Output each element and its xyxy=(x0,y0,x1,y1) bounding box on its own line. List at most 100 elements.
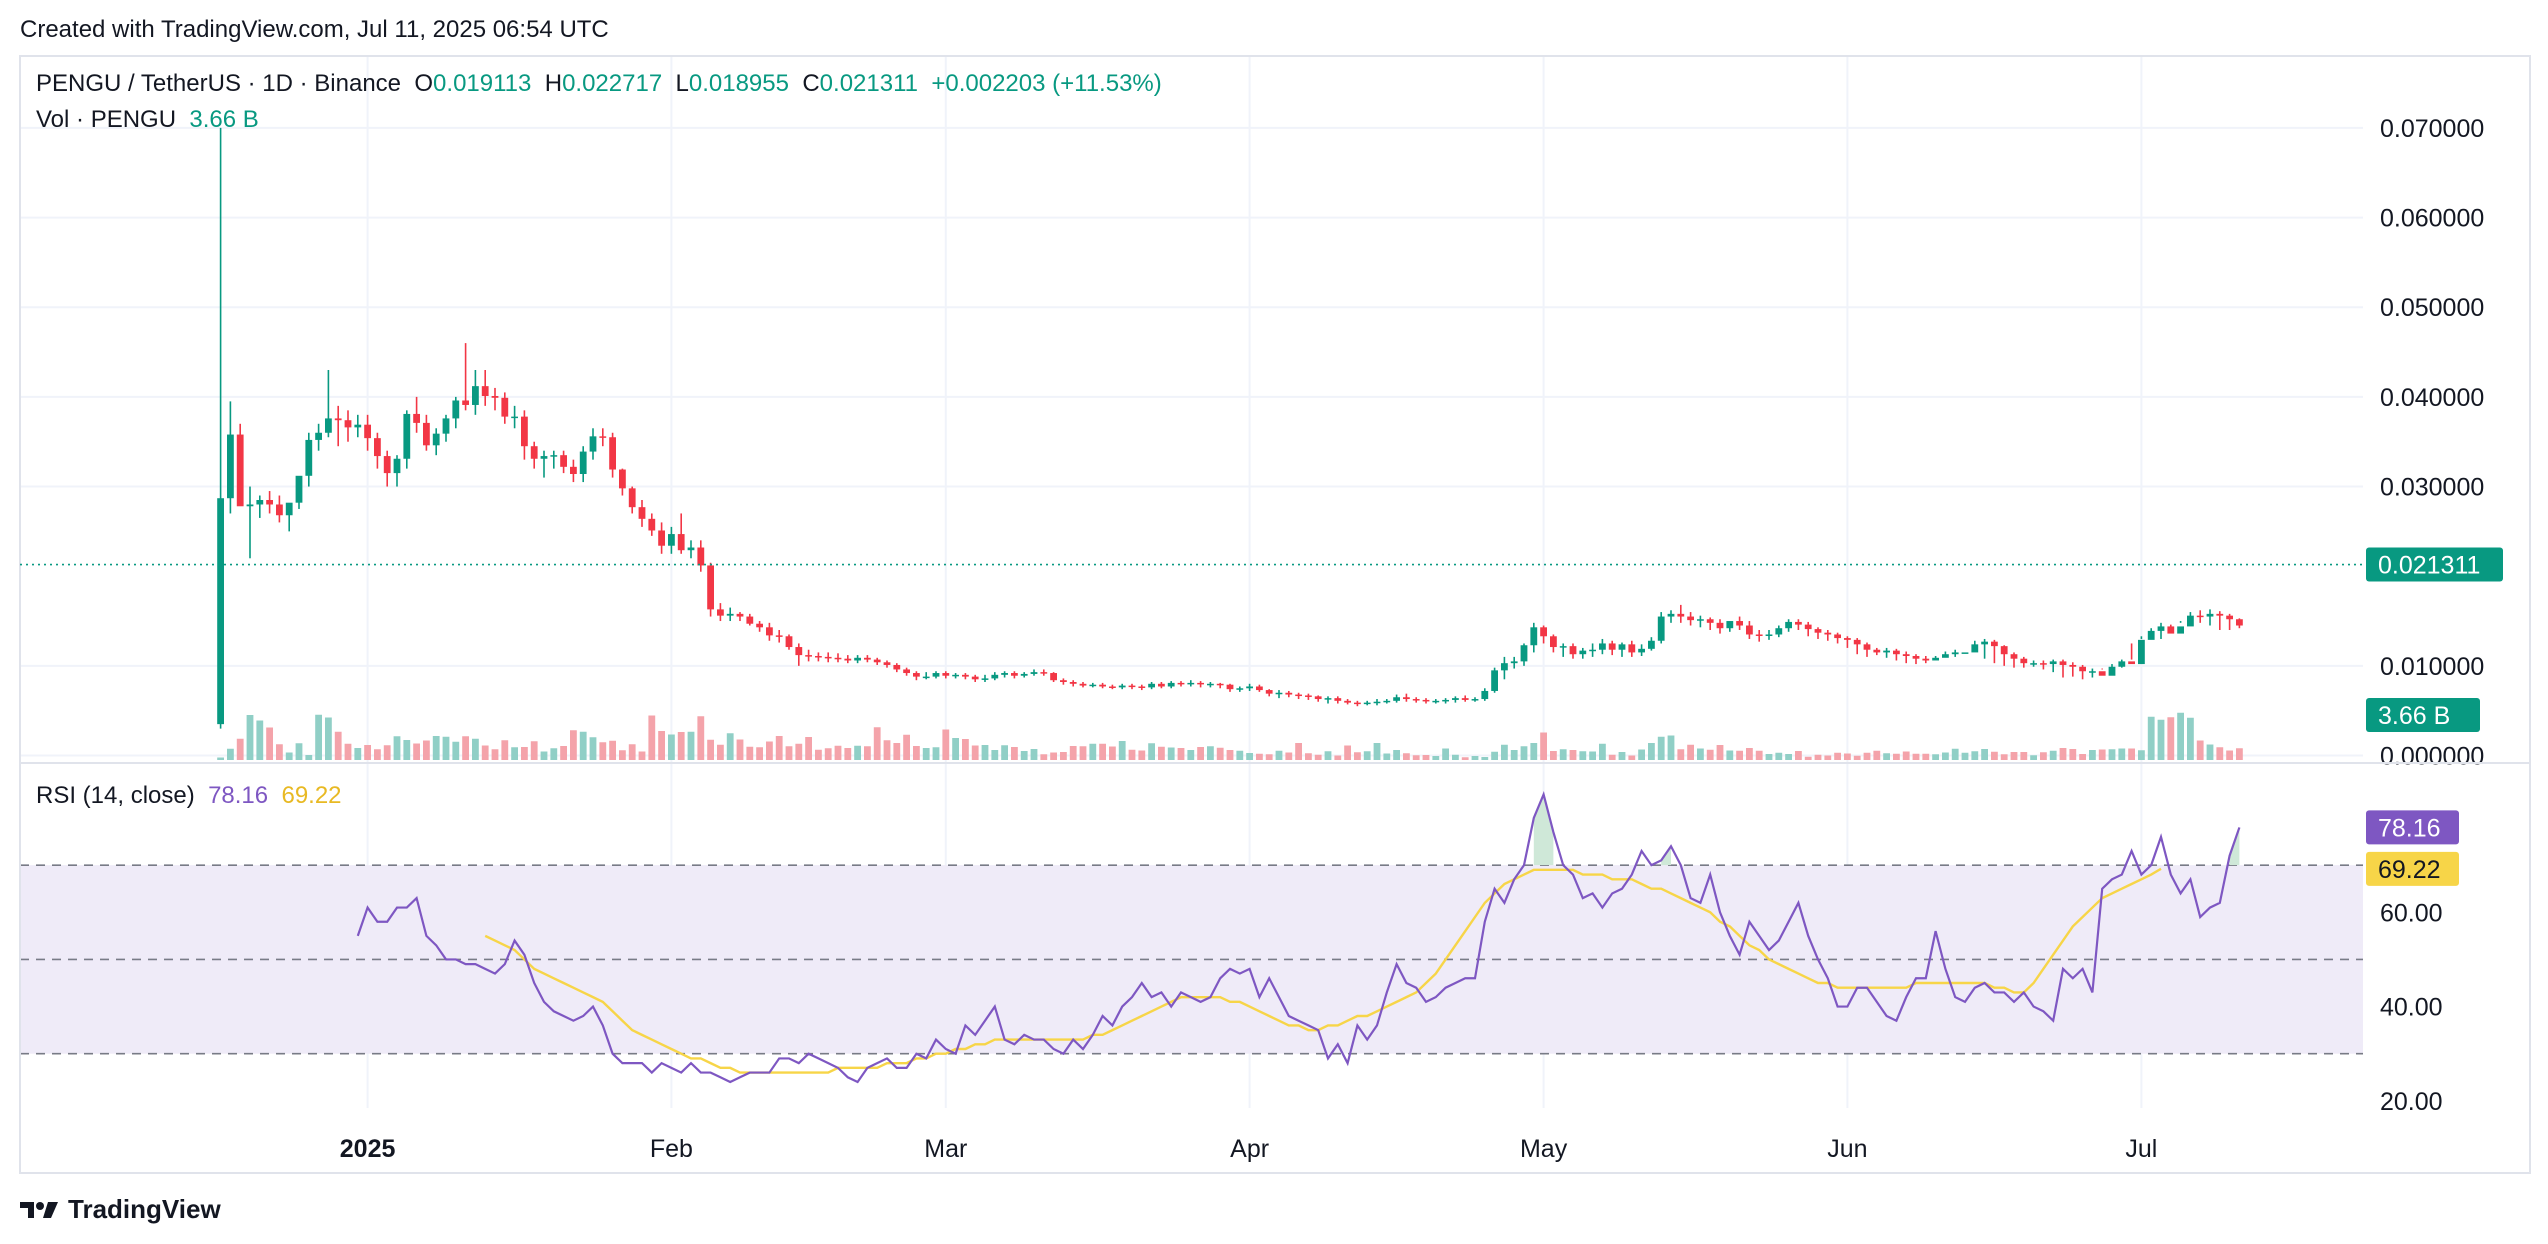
candle-body xyxy=(305,439,313,476)
volume-bar xyxy=(1961,752,1969,760)
candle-body xyxy=(1324,698,1332,700)
candle-body xyxy=(834,657,842,660)
candle-body xyxy=(1716,622,1724,629)
rsi-line xyxy=(356,790,2241,1084)
tradingview-logo[interactable]: TradingView xyxy=(20,1194,221,1225)
volume-bar xyxy=(481,745,489,760)
candle-body xyxy=(236,434,244,507)
volume-bar xyxy=(1883,753,1890,760)
volume-bar xyxy=(560,746,567,760)
volume-bar xyxy=(697,716,705,760)
volume-bar xyxy=(305,755,313,760)
volume-bar xyxy=(1020,751,1028,760)
volume-bar xyxy=(2157,719,2165,760)
volume-bar xyxy=(736,739,744,760)
volume-bar xyxy=(1471,756,1479,760)
candle-body xyxy=(570,466,577,474)
volume-bar xyxy=(1775,752,1783,760)
candle-body xyxy=(1520,645,1528,662)
candle-body xyxy=(1334,698,1342,701)
candle-body xyxy=(1285,692,1293,695)
rsi-legend: RSI (14, close) 78.16 69.22 xyxy=(36,782,342,810)
volume-bar xyxy=(1726,750,1734,760)
volume-bar xyxy=(266,727,273,760)
candle-body xyxy=(2069,664,2077,667)
rsi-tick-label: 40.00 xyxy=(2380,994,2443,1022)
last-price-label: 0.021311 xyxy=(2378,552,2480,580)
candle-body xyxy=(599,436,607,438)
volume-bar xyxy=(1481,757,1489,760)
candle-body xyxy=(1128,685,1136,688)
candle-body xyxy=(2187,615,2194,627)
candle-body xyxy=(1089,684,1097,687)
volume-bar xyxy=(1383,753,1391,760)
candle-body xyxy=(1050,673,1057,681)
tradingview-logo-icon xyxy=(20,1201,58,1218)
volume-bar xyxy=(1452,754,1459,760)
volume-bar xyxy=(1461,757,1469,760)
volume-bar xyxy=(1285,752,1293,760)
volume-bar xyxy=(2167,717,2175,760)
candle-body xyxy=(717,609,724,616)
candle-body xyxy=(1599,643,1606,650)
volume-bar xyxy=(423,740,430,760)
candle-body xyxy=(962,674,969,677)
price-tick-label: 0.070000 xyxy=(2380,115,2484,143)
volume-bar xyxy=(393,736,401,760)
candle-body xyxy=(628,488,636,508)
date-tick-label: Mar xyxy=(924,1135,967,1163)
candle-body xyxy=(736,613,744,617)
candle-body xyxy=(864,657,871,660)
volume-bar xyxy=(687,731,695,760)
volume-bar xyxy=(2059,748,2067,760)
volume-bar xyxy=(511,747,518,760)
volume-bar xyxy=(295,743,303,760)
last-price-badge xyxy=(2366,547,2503,582)
candle-body xyxy=(1001,673,1008,675)
date-tick-label: 2025 xyxy=(340,1135,396,1163)
volume-bar xyxy=(1971,751,1979,760)
candle-body xyxy=(1030,672,1038,674)
volume-bar xyxy=(2040,752,2047,760)
volume-bar xyxy=(1177,748,1185,760)
candle-body xyxy=(1795,621,1802,625)
candle-body xyxy=(971,676,979,680)
volume-bar xyxy=(1167,747,1175,760)
volume-bar xyxy=(1422,755,1430,760)
candle-body xyxy=(442,418,450,434)
candle-body xyxy=(227,434,234,499)
volume-bar xyxy=(1902,751,1910,760)
volume-bar xyxy=(873,727,881,760)
candle-body xyxy=(521,416,528,447)
volume-bar xyxy=(805,737,812,760)
volume-bar xyxy=(834,745,842,760)
candle-body xyxy=(2226,615,2233,620)
volume-bar xyxy=(1216,747,1224,760)
candle-body xyxy=(344,420,352,428)
candle-body xyxy=(1118,685,1126,688)
candle-body xyxy=(2010,654,2018,659)
volume-bar xyxy=(1697,748,1704,760)
volume-bar xyxy=(991,750,999,760)
candle-body xyxy=(481,386,489,396)
volume-bar xyxy=(521,747,528,760)
rsi-tick-label: 60.00 xyxy=(2380,899,2443,927)
candle-body xyxy=(1697,619,1704,621)
symbol-title: PENGU / TetherUS · 1D · Binance xyxy=(36,70,402,97)
candle-body xyxy=(1883,650,1890,653)
volume-bar xyxy=(383,745,391,760)
volume-bar xyxy=(1128,749,1136,760)
volume-bar xyxy=(256,720,264,760)
volume-bar xyxy=(854,745,861,760)
candle-body xyxy=(922,676,930,679)
candle-body xyxy=(2000,646,2008,655)
candle-body xyxy=(2079,666,2086,672)
volume-bar xyxy=(1736,750,1743,760)
candle-body xyxy=(844,658,852,661)
volume-bar xyxy=(236,738,244,760)
candle-body xyxy=(795,647,803,656)
candle-body xyxy=(609,437,616,470)
volume-bar xyxy=(1011,747,1018,760)
candle-body xyxy=(942,673,950,676)
candle-body xyxy=(1403,697,1410,700)
